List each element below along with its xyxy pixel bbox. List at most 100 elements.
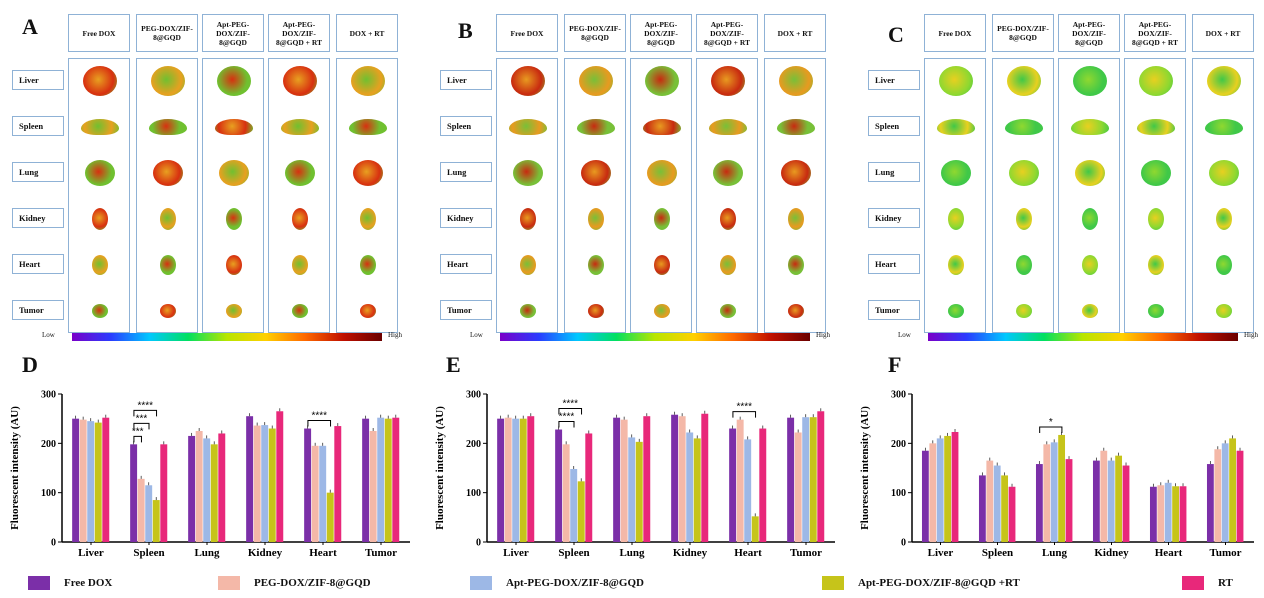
row-label: Liver — [440, 70, 492, 90]
imaging-panel-b: Free DOX PEG-DOX/ZIF-8@GQD Apt-PEG-DOX/ZIF… — [440, 8, 840, 343]
bar — [701, 413, 709, 542]
organ-image — [81, 119, 119, 135]
bar — [809, 417, 817, 542]
bar — [188, 435, 196, 542]
bar — [519, 418, 527, 542]
bar — [1050, 442, 1058, 542]
significance-label: * — [1049, 417, 1053, 428]
organ-image — [577, 119, 615, 135]
organ-image — [520, 255, 536, 275]
bar — [311, 445, 319, 542]
bar — [362, 418, 370, 542]
organ-image — [360, 208, 376, 230]
bar — [94, 422, 102, 542]
organ-image — [360, 304, 376, 318]
column-header: Apt-PEG-DOX/ZIF-8@GQD — [630, 14, 692, 52]
organ-image — [654, 255, 670, 275]
bar — [527, 416, 535, 542]
colorbar-gradient — [928, 333, 1238, 341]
organ-image — [1071, 119, 1109, 135]
significance-bracket — [558, 421, 575, 428]
bar — [253, 425, 261, 542]
imaging-panel-c: Free DOX PEG-DOX/ZIF-8@GQD Apt-PEG-DOX/ZIF… — [868, 8, 1264, 343]
x-tick-label: Kidney — [248, 547, 283, 559]
significance-label: **** — [311, 411, 327, 422]
organ-column — [268, 58, 330, 333]
bar — [384, 418, 392, 542]
y-axis-label: Fluorescent intensity (AU) — [434, 406, 446, 530]
legend-swatch — [470, 576, 492, 590]
organ-image — [1205, 119, 1243, 135]
y-tick-label: 200 — [41, 439, 56, 450]
organ-image — [941, 160, 971, 186]
bar — [377, 417, 385, 542]
significance-bracket — [307, 420, 332, 427]
organ-image — [217, 66, 251, 96]
colorbar: Low High — [12, 331, 412, 343]
legend-swatch — [1182, 576, 1204, 590]
organ-column — [1192, 58, 1254, 333]
bar — [392, 417, 400, 542]
y-tick-label: 300 — [891, 390, 906, 401]
organ-column — [202, 58, 264, 333]
organ-image — [1005, 119, 1043, 135]
bar — [72, 418, 80, 542]
bar — [160, 444, 168, 542]
row-label: Spleen — [440, 116, 492, 136]
panel-letter-d: D — [22, 352, 38, 377]
panel-letter-e: E — [446, 352, 461, 377]
organ-image — [1073, 66, 1107, 96]
y-tick-label: 200 — [466, 439, 481, 450]
organ-image — [285, 160, 315, 186]
bar — [261, 425, 269, 542]
organ-image — [160, 255, 176, 275]
bar — [246, 416, 254, 542]
bar — [130, 444, 138, 542]
organ-image — [937, 119, 975, 135]
row-label: Lung — [12, 162, 64, 182]
organ-image — [292, 304, 308, 318]
organ-image — [1137, 119, 1175, 135]
organ-image — [226, 255, 242, 275]
organ-column — [924, 58, 986, 333]
colorbar-low-label: Low — [42, 331, 55, 339]
bar — [635, 441, 643, 542]
organ-image — [1148, 255, 1164, 275]
organ-image — [353, 160, 383, 186]
row-label: Tumor — [440, 300, 492, 320]
organ-image — [85, 160, 115, 186]
organ-image — [1139, 66, 1173, 96]
row-label: Liver — [12, 70, 64, 90]
row-label: Lung — [440, 162, 492, 182]
organ-image — [713, 160, 743, 186]
bar — [512, 418, 520, 542]
organ-image — [151, 66, 185, 96]
column-header: Free DOX — [496, 14, 558, 52]
organ-column — [992, 58, 1054, 333]
y-axis-label: Fluorescent intensity (AU) — [859, 406, 871, 530]
bar — [504, 417, 512, 542]
organ-image — [643, 119, 681, 135]
bar — [929, 443, 937, 542]
organ-image — [349, 119, 387, 135]
organ-image — [711, 66, 745, 96]
column-header: Apt-PEG-DOX/ZIF-8@GQD + RT — [696, 14, 758, 52]
x-tick-label: Liver — [503, 547, 529, 559]
bar — [497, 418, 505, 542]
bar — [570, 468, 578, 542]
x-tick-label: Liver — [928, 547, 954, 559]
significance-bracket — [133, 409, 158, 417]
organ-column — [764, 58, 826, 333]
imaging-panel-a: Free DOX PEG-DOX/ZIF-8@GQD Apt-PEG-DOX/ZIF… — [12, 8, 412, 343]
bar — [686, 432, 694, 542]
organ-image — [948, 304, 964, 318]
organ-image — [509, 119, 547, 135]
organ-image — [948, 255, 964, 275]
bar — [1065, 459, 1073, 542]
colorbar-high-label: High — [816, 331, 830, 339]
x-tick-label: Kidney — [673, 547, 708, 559]
bar — [986, 460, 994, 542]
bar — [921, 450, 929, 542]
bar — [936, 438, 944, 542]
organ-image — [351, 66, 385, 96]
